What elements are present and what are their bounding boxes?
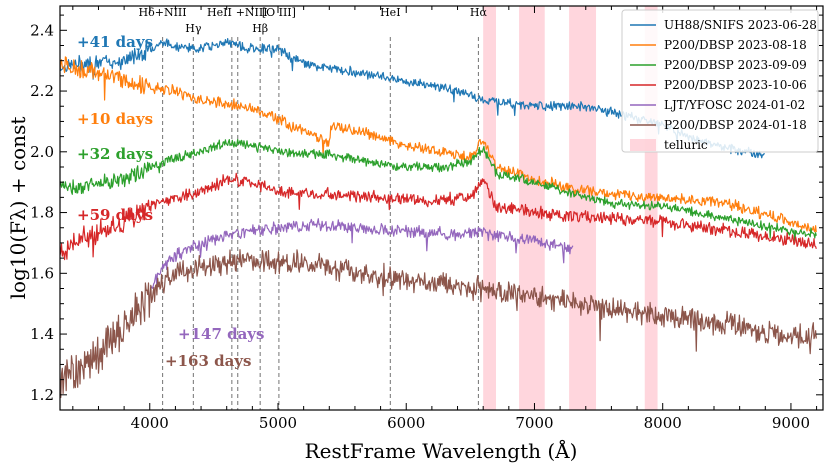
- series-line-4: [60, 172, 817, 261]
- plot-frame: [59, 5, 824, 411]
- legend-swatch-telluric: [630, 139, 656, 151]
- legend-entry-3: P200/DBSP 2023-09-09: [664, 58, 807, 72]
- series-line-2: [60, 56, 817, 234]
- line-marker-label-5: Hβ: [252, 22, 268, 35]
- x-tick-label-2: 5000: [259, 414, 297, 432]
- telluric-band-1: [483, 6, 496, 410]
- y-tick-label-3: 1.6: [30, 264, 54, 282]
- legend-box: [621, 9, 819, 153]
- series-layer: [60, 38, 817, 399]
- line-marker-label-8: Hα: [470, 6, 488, 19]
- y-tick-label-2: 1.4: [30, 325, 54, 343]
- line-markers: Hδ+NIII Hγ HeII +NIII Hβ [O III] HeI Hα: [139, 6, 488, 410]
- x-tick-label-4: 7000: [515, 414, 553, 432]
- legend-entry-5: LJT/YFOSC 2024-01-02: [664, 98, 805, 112]
- epoch-label-5: +147 days: [178, 325, 264, 343]
- y-axis-label: log10(Fλ) + const: [6, 117, 30, 300]
- series-line-6: [60, 249, 817, 399]
- telluric-band-3: [569, 6, 597, 410]
- epoch-labels: +41 days +10 days +32 days +59 days +147 day…: [77, 33, 264, 370]
- epoch-label-1: +41 days: [77, 33, 153, 51]
- x-tick-label-3: 6000: [387, 414, 425, 432]
- legend-entry-6: P200/DBSP 2024-01-18: [664, 118, 807, 132]
- y-tick-label-7: 2.4: [30, 21, 54, 39]
- epoch-label-3: +32 days: [77, 145, 153, 163]
- legend-entry-4: P200/DBSP 2023-10-06: [664, 78, 807, 92]
- line-marker-label-6: [O III]: [262, 6, 296, 19]
- y-tick-label-5: 2.0: [30, 143, 54, 161]
- line-marker-label-2: Hγ: [185, 22, 202, 35]
- series-line-5: [149, 218, 574, 294]
- x-axis-label: RestFrame Wavelength (Å): [305, 438, 578, 463]
- line-marker-label-1: Hδ+NIII: [139, 6, 187, 19]
- series-line-3: [60, 138, 817, 243]
- line-marker-label-3: HeII: [207, 6, 232, 19]
- legend: UH88/SNIFS 2023-06-28 P200/DBSP 2023-08-1…: [621, 9, 819, 153]
- x-tick-label-6: 9000: [772, 414, 810, 432]
- y-tick-label-4: 1.8: [30, 204, 54, 222]
- y-tick-label-6: 2.2: [30, 82, 54, 100]
- x-tick-label-5: 8000: [644, 414, 682, 432]
- line-marker-label-4: +NIII: [236, 6, 268, 19]
- x-tick-label-1: 4000: [131, 414, 169, 432]
- line-marker-label-7: HeI: [380, 6, 400, 19]
- epoch-label-6: +163 days: [165, 352, 251, 370]
- epoch-label-2: +10 days: [77, 110, 153, 128]
- legend-entry-1: UH88/SNIFS 2023-06-28: [664, 18, 817, 32]
- y-tick-label-1: 1.2: [30, 386, 54, 404]
- legend-entry-2: P200/DBSP 2023-08-18: [664, 38, 807, 52]
- epoch-label-4: +59 days: [77, 206, 153, 224]
- axis-ticks: 4000 5000 6000 7000 8000 9000 1.2 1.4 1.6 1.8 2.0 2…: [30, 6, 823, 432]
- legend-entry-telluric: telluric: [664, 138, 708, 152]
